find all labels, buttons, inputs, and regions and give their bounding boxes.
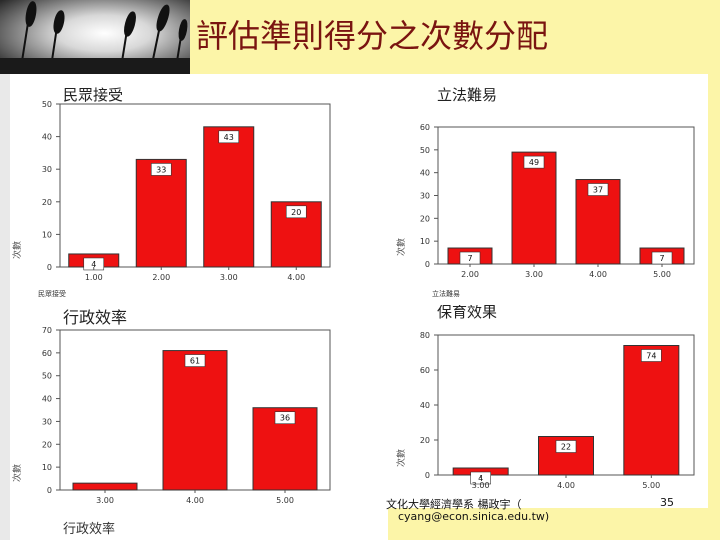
x-axis-label: 立法難易 bbox=[432, 289, 460, 298]
y-tick-label: 60 bbox=[420, 366, 430, 375]
x-tick-label: 3.00 bbox=[220, 273, 238, 282]
x-tick-label: 4.00 bbox=[287, 273, 305, 282]
y-axis-label: 次數 bbox=[11, 241, 23, 259]
page-number: 35 bbox=[660, 496, 674, 509]
footer-band bbox=[388, 508, 720, 540]
y-axis-label: 次數 bbox=[395, 449, 407, 467]
data-label: 61 bbox=[190, 357, 200, 366]
bar bbox=[162, 350, 228, 491]
chart-admin-efficiency: 行政效率 0 10 20 30 40 50 60 70 次數 3.00 61 4.00 36 5.00 行政效… bbox=[11, 308, 331, 537]
y-tick-label: 0 bbox=[425, 471, 430, 480]
x-tick-label: 1.00 bbox=[85, 273, 103, 282]
data-label-box bbox=[555, 440, 577, 453]
chart-public-acceptance: 民眾接受 0 10 20 30 40 50 次數 4 1.00 33 2.00 43 3.00 20 4.00… bbox=[11, 86, 331, 298]
y-tick-label: 20 bbox=[42, 198, 52, 207]
chart-panel-2: 立法難易 0 10 20 30 40 50 60 次數 7 2.00 49 3.00 37 4.00 7 5.0… bbox=[392, 82, 708, 300]
x-axis-label: 民眾接受 bbox=[38, 289, 66, 298]
bar bbox=[203, 126, 255, 268]
y-axis-label: 次數 bbox=[395, 238, 407, 256]
y-tick-label: 60 bbox=[42, 349, 52, 358]
y-tick-label: 40 bbox=[42, 133, 52, 142]
x-tick-label: 5.00 bbox=[276, 496, 294, 505]
data-label: 4 bbox=[91, 260, 96, 269]
y-tick-label: 20 bbox=[420, 214, 430, 223]
data-label: 36 bbox=[280, 414, 290, 423]
chart-title: 行政效率 bbox=[63, 308, 127, 327]
bar bbox=[511, 151, 557, 265]
y-tick-label: 40 bbox=[42, 395, 52, 404]
chart-title: 民眾接受 bbox=[63, 86, 123, 104]
y-tick-label: 30 bbox=[420, 192, 430, 201]
data-label: 49 bbox=[529, 158, 539, 167]
y-tick-label: 10 bbox=[42, 230, 52, 239]
chart-title: 立法難易 bbox=[437, 86, 497, 104]
data-label-box bbox=[641, 349, 662, 362]
right-edge bbox=[708, 74, 720, 540]
data-label: 7 bbox=[659, 254, 664, 263]
data-label: 22 bbox=[561, 443, 571, 452]
data-label: 7 bbox=[467, 254, 472, 263]
y-tick-label: 50 bbox=[420, 146, 430, 155]
y-tick-label: 80 bbox=[420, 331, 430, 340]
data-label-box bbox=[150, 163, 172, 176]
data-label: 20 bbox=[291, 208, 301, 217]
y-tick-label: 0 bbox=[47, 486, 52, 495]
slide-title: 評估準則得分之次數分配 bbox=[196, 17, 549, 55]
x-tick-label: 5.00 bbox=[642, 481, 660, 490]
bar bbox=[623, 345, 680, 476]
x-tick-label: 3.00 bbox=[472, 481, 490, 490]
y-axis-label: 次數 bbox=[11, 464, 23, 482]
data-label-box bbox=[285, 205, 307, 219]
data-label-box bbox=[523, 155, 545, 169]
chart-panel-4: 保育效果 0 20 40 60 80 次數 4 3.00 22 4.00 74 5.00 bbox=[392, 305, 708, 505]
plot-area bbox=[437, 126, 695, 265]
y-tick-label: 30 bbox=[42, 165, 52, 174]
x-tick-label: 4.00 bbox=[589, 270, 607, 279]
data-label: 37 bbox=[593, 186, 603, 195]
y-tick-label: 50 bbox=[42, 100, 52, 109]
y-tick-label: 10 bbox=[42, 463, 52, 472]
data-label-box bbox=[218, 130, 240, 144]
x-tick-label: 2.00 bbox=[461, 270, 479, 279]
left-edge bbox=[0, 74, 10, 540]
y-tick-label: 70 bbox=[42, 326, 52, 335]
x-tick-label: 3.00 bbox=[96, 496, 114, 505]
x-tick-label: 5.00 bbox=[653, 270, 671, 279]
x-tick-label: 4.00 bbox=[557, 481, 575, 490]
chart-title: 保育效果 bbox=[437, 305, 497, 321]
y-tick-label: 0 bbox=[425, 260, 430, 269]
chart-panel-3: 行政效率 0 10 20 30 40 50 60 70 次數 3.00 61 4.00 36 5.00 行政效… bbox=[8, 305, 383, 538]
data-label-box bbox=[184, 354, 206, 367]
data-label: 74 bbox=[646, 352, 656, 361]
data-label: 43 bbox=[224, 133, 234, 142]
bar bbox=[72, 482, 138, 491]
y-tick-label: 30 bbox=[42, 417, 52, 426]
chart-panel-1: 民眾接受 0 10 20 30 40 50 次數 4 1.00 33 2.00 43 3.00 20 4.00… bbox=[8, 82, 383, 300]
data-label: 33 bbox=[156, 165, 166, 174]
data-label-box bbox=[587, 183, 609, 196]
x-tick-label: 2.00 bbox=[152, 273, 170, 282]
chart-conservation-effect: 保育效果 0 20 40 60 80 次數 43.00 22 4.00 74 5.00 bbox=[395, 305, 695, 490]
y-tick-label: 20 bbox=[420, 436, 430, 445]
bar bbox=[575, 179, 621, 265]
x-axis-label: 行政效率 bbox=[63, 521, 115, 537]
x-tick-label: 4.00 bbox=[186, 496, 204, 505]
chart-legislation-ease: 立法難易 0 10 20 30 40 50 60 次數 7 2.00 49 3.00 37 4.00 7 5.0… bbox=[395, 86, 695, 298]
y-tick-label: 40 bbox=[420, 169, 430, 178]
x-tick-label: 3.00 bbox=[525, 270, 543, 279]
y-tick-label: 20 bbox=[42, 440, 52, 449]
y-tick-label: 0 bbox=[47, 263, 52, 272]
wheat-photo bbox=[0, 0, 190, 74]
y-tick-label: 50 bbox=[42, 372, 52, 381]
data-label-box bbox=[274, 411, 296, 425]
data-label: 4 bbox=[478, 474, 483, 483]
y-tick-label: 40 bbox=[420, 401, 430, 410]
y-tick-label: 60 bbox=[420, 123, 430, 132]
bar bbox=[135, 158, 187, 268]
footer-affiliation: 文化大學經濟學系 楊政宇（ bbox=[386, 498, 522, 511]
footer-email: cyang@econ.sinica.edu.tw) bbox=[398, 510, 550, 523]
y-tick-label: 10 bbox=[420, 237, 430, 246]
